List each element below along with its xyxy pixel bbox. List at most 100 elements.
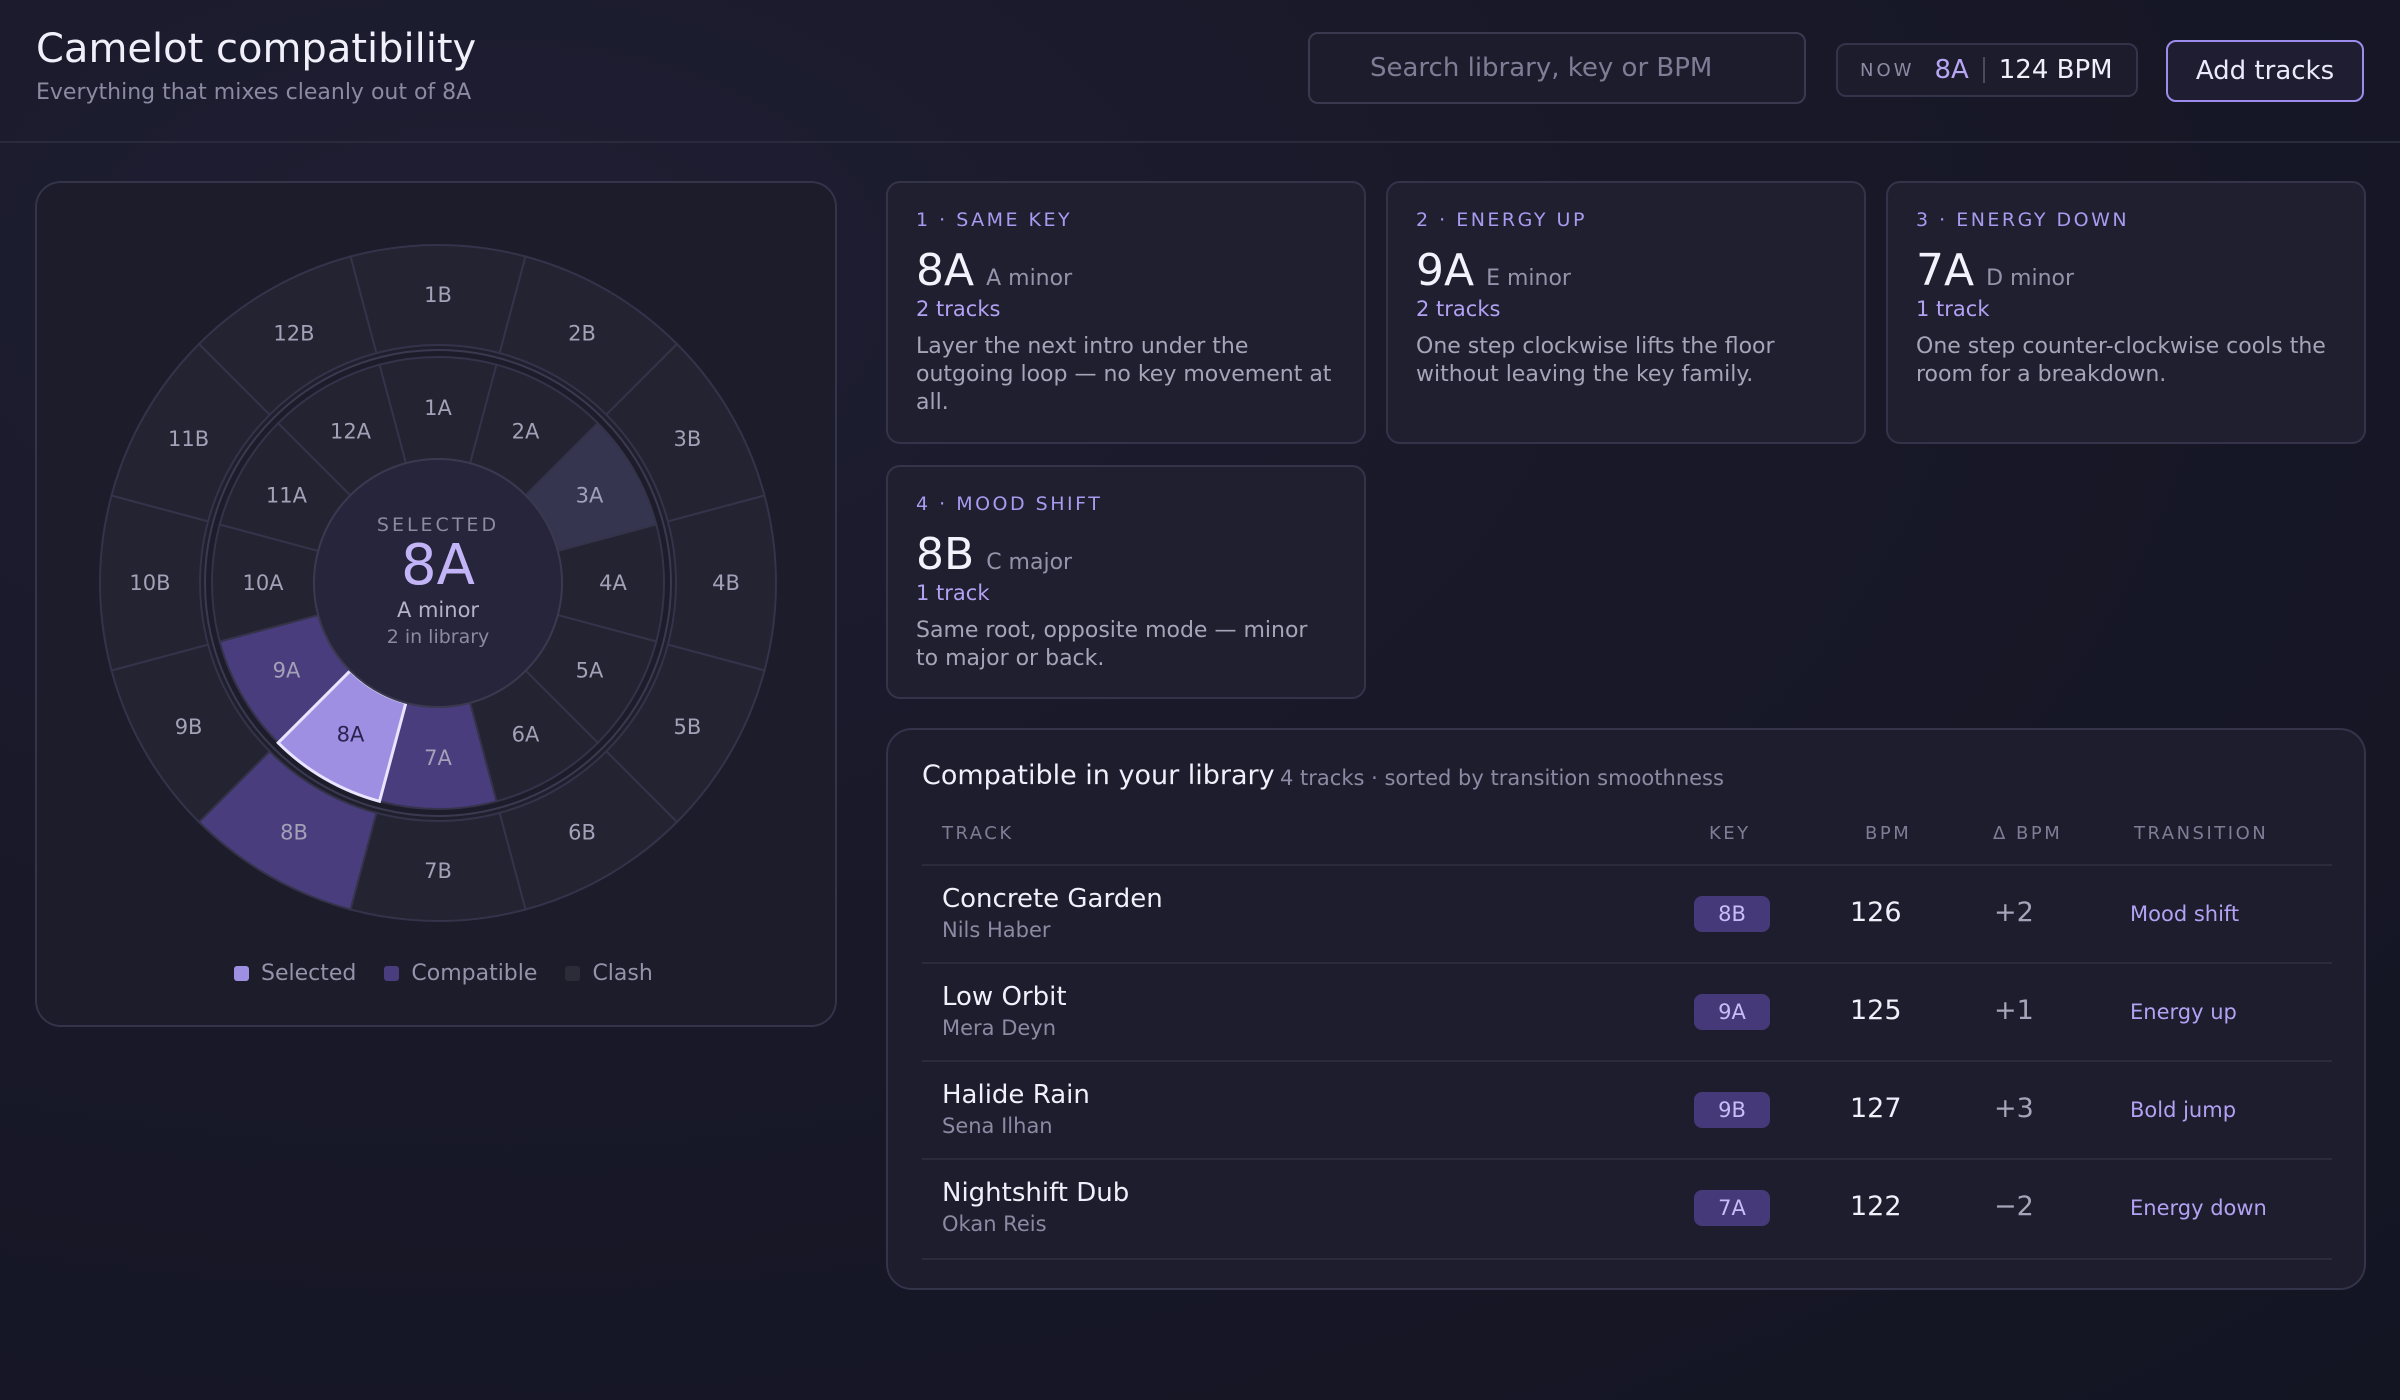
top-bar: Camelot compatibility Everything that mi…	[0, 0, 2400, 143]
key-badge: 8B	[1694, 896, 1770, 932]
card-key-value: 7A	[1916, 245, 1975, 296]
center-label: SELECTED	[377, 514, 499, 536]
card-key-value: 8B	[916, 529, 975, 580]
now-key: 8A	[1934, 55, 1969, 85]
now-bpm: 124 BPM	[1998, 55, 2113, 85]
legend-item-selected: Selected	[234, 961, 356, 986]
card-description: Layer the next intro under the outgoing …	[916, 334, 1332, 415]
rule-card-energy-down[interactable]: 3 · ENERGY DOWN 7A D minor 1 track One st…	[1886, 181, 2366, 444]
wheel-label-8A: 8A	[337, 723, 365, 747]
legend-swatch-clash	[565, 966, 581, 981]
center-key: 8A	[401, 533, 475, 598]
card-description: One step clockwise lifts the floor witho…	[1416, 334, 1775, 387]
legend-item-clash: Clash	[565, 961, 653, 986]
column-header-key[interactable]: KEY	[1709, 823, 1751, 844]
track-artist: Okan Reis	[942, 1212, 1047, 1236]
card-key-name: A minor	[986, 266, 1073, 291]
track-artist: Sena Ilhan	[942, 1114, 1053, 1138]
table-row[interactable]: Nightshift Dub Okan Reis 7A 122 −2 Energ…	[922, 1158, 2332, 1260]
compatible-library-panel: Compatible in your library 4 tracks · so…	[886, 728, 2366, 1290]
key-badge: 7A	[1694, 1190, 1770, 1226]
wheel-label-9A: 9A	[273, 659, 301, 683]
card-eyebrow: 2 · ENERGY UP	[1416, 209, 1587, 231]
table-row[interactable]: Low Orbit Mera Deyn 9A 125 +1 Energy up	[922, 962, 2332, 1062]
wheel-label-1A: 1A	[424, 396, 452, 420]
add-tracks-button[interactable]: Add tracks	[2166, 40, 2364, 102]
wheel-label-9B: 9B	[175, 715, 203, 739]
card-key: 7A D minor	[1916, 245, 2074, 296]
card-key-name: D minor	[1986, 266, 2075, 291]
legend-swatch-selected	[234, 966, 249, 981]
track-title: Nightshift Dub	[942, 1178, 1130, 1208]
wheel-label-1B: 1B	[424, 283, 452, 307]
wheel-label-12A: 12A	[330, 419, 372, 443]
card-key: 8B C major	[916, 529, 1072, 580]
table-row[interactable]: Concrete Garden Nils Haber 8B 126 +2 Moo…	[922, 864, 2332, 964]
track-bpm: 126	[1850, 897, 1902, 928]
search-input[interactable]	[1308, 32, 1806, 104]
card-track-count: 1 track	[1916, 297, 1990, 321]
wheel-label-8B: 8B	[280, 820, 308, 844]
wheel-label-5B: 5B	[674, 715, 702, 739]
wheel-label-7B: 7B	[424, 859, 452, 883]
track-artist: Nils Haber	[942, 918, 1051, 942]
legend-label: Selected	[261, 961, 357, 986]
rule-card-same-key[interactable]: 1 · SAME KEY 8A A minor 2 tracks Layer th…	[886, 181, 1366, 444]
column-header-bpm[interactable]: BPM	[1865, 823, 1912, 844]
library-title: Compatible in your library	[922, 760, 1275, 791]
track-bpm: 122	[1850, 1191, 1902, 1222]
camelot-wheel-panel: 1B 2B 3B 4B 5B 6B 7B 8B 9B 10B 11B 12B 1A 2A 3A 4A 5A 6A 7…	[35, 181, 837, 1027]
wheel-label-2B: 2B	[568, 322, 596, 346]
wheel-label-4B: 4B	[712, 571, 740, 595]
track-delta-bpm: +1	[1994, 995, 2034, 1026]
card-key-value: 9A	[1416, 245, 1475, 296]
track-title: Concrete Garden	[942, 884, 1163, 914]
card-key-name: E minor	[1486, 266, 1571, 291]
track-delta-bpm: +3	[1994, 1093, 2034, 1124]
legend-item-compatible: Compatible	[384, 961, 537, 986]
card-track-count: 1 track	[916, 581, 990, 605]
card-description: Same root, opposite mode — minor to majo…	[916, 618, 1308, 671]
card-eyebrow: 1 · SAME KEY	[916, 209, 1073, 231]
track-bpm: 125	[1850, 995, 1902, 1026]
wheel-label-11B: 11B	[168, 427, 209, 451]
wheel-legend: Selected Compatible Clash	[234, 961, 681, 986]
wheel-label-7A: 7A	[424, 746, 452, 770]
page-title: Camelot compatibility	[36, 26, 477, 72]
now-label: NOW	[1860, 59, 1915, 81]
now-divider	[1982, 57, 1985, 83]
table-row[interactable]: Halide Rain Sena Ilhan 9B 127 +3 Bold ju…	[922, 1060, 2332, 1160]
wheel-label-5A: 5A	[576, 659, 604, 683]
card-track-count: 2 tracks	[1416, 297, 1501, 321]
track-transition: Bold jump	[2130, 1098, 2237, 1122]
rule-card-energy-up[interactable]: 2 · ENERGY UP 9A E minor 2 tracks One ste…	[1386, 181, 1866, 444]
track-delta-bpm: +2	[1994, 897, 2034, 928]
track-bpm: 127	[1850, 1093, 1902, 1124]
card-key-name: C major	[986, 550, 1073, 575]
card-description: One step counter-clockwise cools the roo…	[1916, 334, 2326, 387]
key-badge: 9B	[1694, 1092, 1770, 1128]
library-meta: 4 tracks · sorted by transition smoothne…	[1280, 766, 1724, 790]
rule-card-mood-shift[interactable]: 4 · MOOD SHIFT 8B C major 1 track Same ro…	[886, 465, 1366, 699]
column-header-transition[interactable]: TRANSITION	[2134, 823, 2269, 844]
column-header-delta-bpm[interactable]: Δ BPM	[1993, 823, 2063, 844]
card-eyebrow: 4 · MOOD SHIFT	[916, 493, 1103, 515]
wheel-label-6B: 6B	[568, 820, 596, 844]
wheel-label-12B: 12B	[273, 322, 314, 346]
legend-swatch-compatible	[384, 966, 400, 981]
now-playing-badge: NOW 8A 124 BPM	[1836, 43, 2138, 97]
column-header-track[interactable]: TRACK	[942, 823, 1014, 844]
page-subtitle: Everything that mixes cleanly out of 8A	[36, 80, 472, 105]
card-eyebrow: 3 · ENERGY DOWN	[1916, 209, 2130, 231]
wheel-center	[313, 458, 563, 708]
track-title: Low Orbit	[942, 982, 1067, 1012]
card-track-count: 2 tracks	[916, 297, 1001, 321]
legend-label: Compatible	[411, 961, 538, 986]
wheel-label-10A: 10A	[242, 571, 284, 595]
track-artist: Mera Deyn	[942, 1016, 1057, 1040]
track-transition: Mood shift	[2130, 902, 2240, 926]
wheel-label-3B: 3B	[674, 427, 702, 451]
card-key: 9A E minor	[1416, 245, 1571, 296]
wheel-segment-12B[interactable]	[197, 255, 378, 417]
camelot-wheel: 1B 2B 3B 4B 5B 6B 7B 8B 9B 10B 11B 12B 1A 2A 3A 4A 5A 6A 7…	[99, 244, 777, 922]
